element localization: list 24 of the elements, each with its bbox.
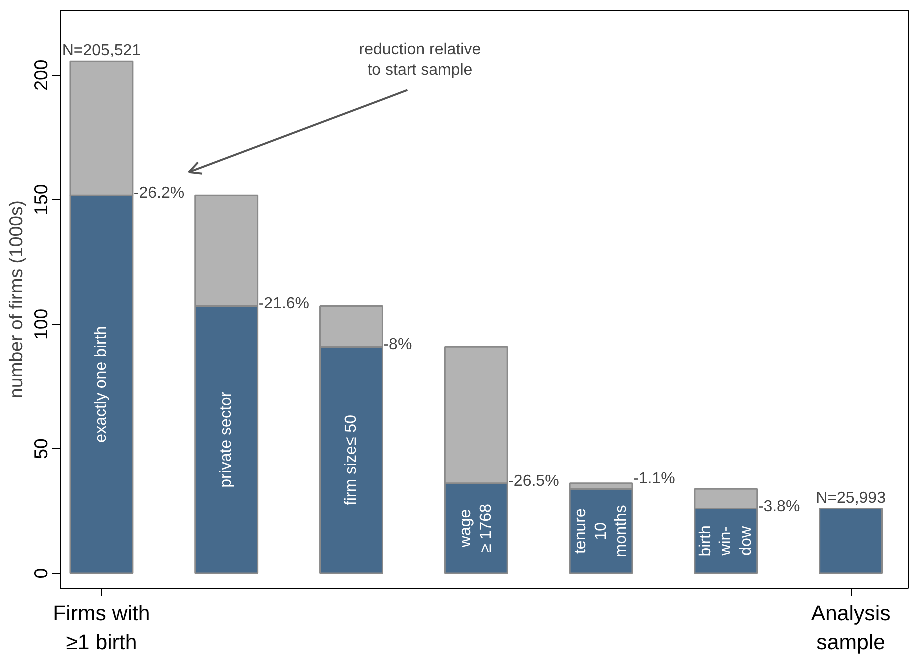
x-tick-label: Analysis sample [811,602,891,654]
x-tick-label: Firms with ≥1 birth [53,602,150,654]
data-label: firm size≤ 50 [342,414,360,506]
annotation: reduction relative to start sample [359,42,482,80]
annotation: -21.6% [258,296,310,313]
annotation: N=205,521 [62,42,142,60]
y-tick-label: 150 [30,184,52,216]
data-label: private sector [218,391,236,488]
annotation: -1.1% [633,470,676,488]
data-label: wage ≥ 1768 [458,504,496,553]
annotation: -26.2% [134,185,185,202]
annotation: -3.8% [758,498,800,516]
annotation: -8% [384,336,412,354]
y-axis-title: number of firms (1000s) [6,200,26,399]
data-label: birth win- dow [697,526,756,557]
data-label: tenure 10 months [572,505,630,558]
y-tick-label: 200 [30,60,52,91]
annotation: -26.5% [508,472,560,490]
annotation: N=25,993 [816,490,886,507]
data-label: exactly one birth [93,326,110,443]
y-tick-label: 0 [30,568,52,579]
y-tick-label: 100 [30,308,52,340]
bar [819,508,884,574]
y-tick-label: 50 [30,438,52,460]
